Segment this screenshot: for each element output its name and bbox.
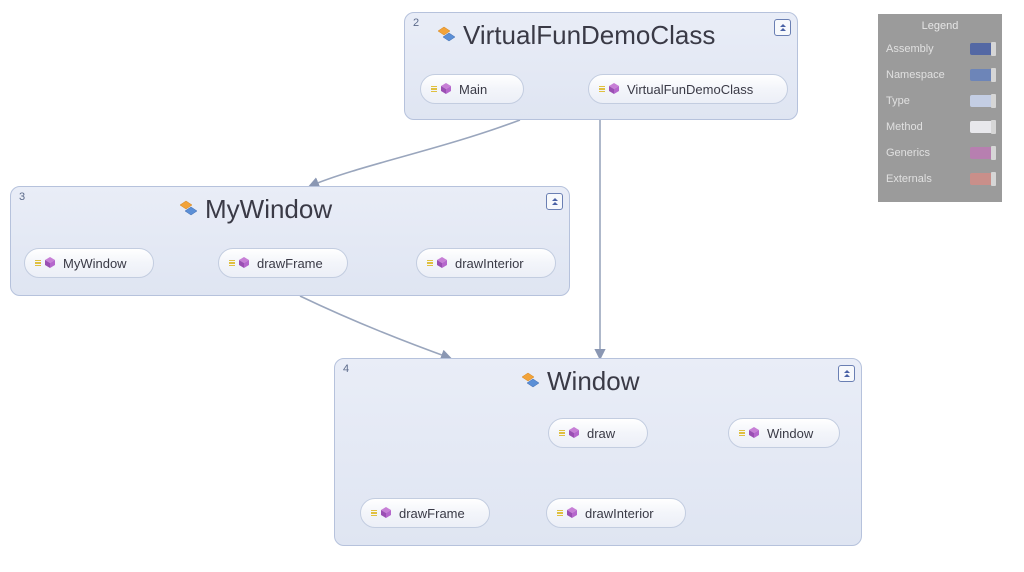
collapse-button[interactable] — [838, 365, 855, 382]
legend-label: Externals — [886, 173, 932, 185]
class-name-label: VirtualFunDemoClass — [463, 20, 715, 51]
legend-row: Generics — [886, 140, 994, 166]
method-pill[interactable]: Window — [728, 418, 840, 448]
method-pill[interactable]: draw — [548, 418, 648, 448]
method-icon — [599, 82, 621, 96]
method-label: drawFrame — [257, 256, 323, 271]
method-icon — [35, 256, 57, 270]
dependency-edge — [310, 120, 520, 186]
method-icon — [559, 426, 581, 440]
legend-title: Legend — [886, 20, 994, 32]
method-label: VirtualFunDemoClass — [627, 82, 753, 97]
legend-swatch[interactable] — [970, 95, 994, 107]
legend-label: Type — [886, 95, 910, 107]
method-pill[interactable]: VirtualFunDemoClass — [588, 74, 788, 104]
class-title: Window — [520, 366, 639, 397]
method-icon — [229, 256, 251, 270]
dependency-edge — [300, 296, 450, 358]
legend-swatch[interactable] — [970, 121, 994, 133]
method-label: drawFrame — [399, 506, 465, 521]
legend-swatch[interactable] — [970, 173, 994, 185]
class-id-label: 2 — [413, 17, 419, 29]
method-icon — [739, 426, 761, 440]
method-pill[interactable]: MyWindow — [24, 248, 154, 278]
legend-panel: Legend Assembly Namespace Type Method Generi… — [878, 14, 1002, 202]
chevron-up-icon — [844, 370, 850, 373]
legend-label: Generics — [886, 147, 930, 159]
method-pill[interactable]: drawInterior — [416, 248, 556, 278]
class-icon — [520, 371, 542, 393]
class-id-label: 3 — [19, 191, 25, 203]
legend-label: Namespace — [886, 69, 945, 81]
method-label: drawInterior — [585, 506, 654, 521]
method-pill[interactable]: drawInterior — [546, 498, 686, 528]
legend-row: Namespace — [886, 62, 994, 88]
method-icon — [371, 506, 393, 520]
legend-row: Assembly — [886, 36, 994, 62]
class-name-label: MyWindow — [205, 194, 332, 225]
method-label: Main — [459, 82, 487, 97]
legend-row: Method — [886, 114, 994, 140]
chevron-up-icon — [780, 24, 786, 27]
method-pill[interactable]: Main — [420, 74, 524, 104]
class-icon — [178, 199, 200, 221]
class-title: MyWindow — [178, 194, 332, 225]
chevron-up-icon — [552, 202, 558, 205]
class-icon — [436, 25, 458, 47]
diagram-canvas: 2 VirtualFunDemoClass Main VirtualFunDemoCl… — [0, 0, 1024, 572]
legend-label: Assembly — [886, 43, 934, 55]
method-pill[interactable]: drawFrame — [360, 498, 490, 528]
legend-row: Type — [886, 88, 994, 114]
method-icon — [427, 256, 449, 270]
chevron-up-icon — [844, 374, 850, 377]
method-label: Window — [767, 426, 813, 441]
legend-swatch[interactable] — [970, 69, 994, 81]
method-label: MyWindow — [63, 256, 127, 271]
method-pill[interactable]: drawFrame — [218, 248, 348, 278]
legend-swatch[interactable] — [970, 43, 994, 55]
legend-swatch[interactable] — [970, 147, 994, 159]
method-label: drawInterior — [455, 256, 524, 271]
chevron-up-icon — [552, 198, 558, 201]
legend-row: Externals — [886, 166, 994, 192]
class-name-label: Window — [547, 366, 639, 397]
method-icon — [557, 506, 579, 520]
chevron-up-icon — [780, 28, 786, 31]
method-label: draw — [587, 426, 615, 441]
method-icon — [431, 82, 453, 96]
collapse-button[interactable] — [774, 19, 791, 36]
class-title: VirtualFunDemoClass — [436, 20, 715, 51]
legend-label: Method — [886, 121, 923, 133]
class-id-label: 4 — [343, 363, 349, 375]
collapse-button[interactable] — [546, 193, 563, 210]
